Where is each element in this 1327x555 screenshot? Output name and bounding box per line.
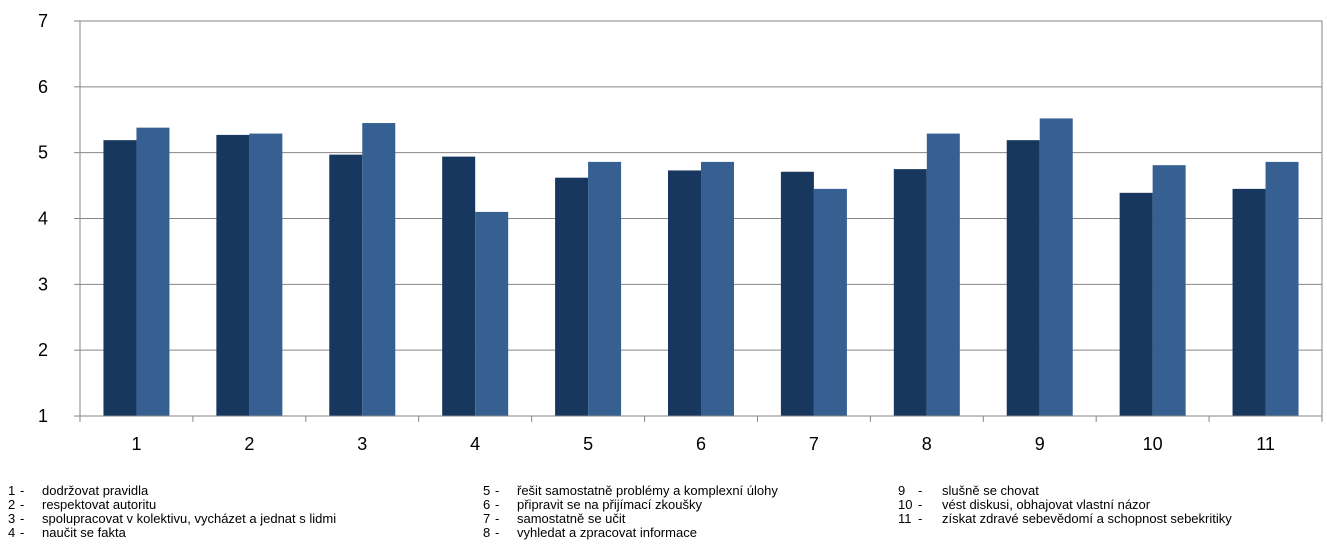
legend-number: 9 bbox=[898, 483, 906, 498]
y-tick-label: 3 bbox=[38, 274, 48, 294]
legend-item: 10- vést diskusi, obhajovat vlastní názor bbox=[898, 498, 1232, 512]
legend-label: vyhledat a zpracovat informace bbox=[517, 525, 697, 540]
bar bbox=[926, 133, 960, 416]
bar bbox=[475, 211, 509, 416]
legend-number: 8 bbox=[483, 525, 491, 540]
bar bbox=[1152, 165, 1186, 416]
legend-item: 3- spolupracovat v kolektivu, vycházet a … bbox=[8, 512, 336, 526]
bar bbox=[362, 123, 396, 417]
legend-label: samostatně se učit bbox=[517, 511, 626, 526]
legend-label: slušně se chovat bbox=[942, 483, 1039, 498]
bar bbox=[1265, 161, 1299, 416]
bar-chart: 1 2 3 4 5 6 7 1 2 3 4 5 6 7 8 9 10 11 bbox=[38, 11, 1323, 454]
legend-label: připravit se na přijímací zkoušky bbox=[517, 497, 702, 512]
y-tick-label: 4 bbox=[38, 209, 48, 229]
x-tick-label: 2 bbox=[244, 434, 254, 454]
x-tick-label: 5 bbox=[583, 434, 593, 454]
legend-label: spolupracovat v kolektivu, vycházet a je… bbox=[42, 511, 337, 526]
legend-column-1: 1- dodržovat pravidla 2- respektovat autori… bbox=[8, 484, 336, 540]
bar bbox=[329, 154, 363, 416]
legend-number: 11 bbox=[898, 511, 912, 526]
bar bbox=[1006, 140, 1040, 417]
y-tick-label: 1 bbox=[38, 406, 48, 426]
x-tick-label: 11 bbox=[1256, 434, 1275, 454]
legend-label: naučit se fakta bbox=[42, 525, 126, 540]
y-tick-label: 6 bbox=[38, 77, 48, 97]
legend-item: 1- dodržovat pravidla bbox=[8, 484, 336, 498]
x-tick-label: 3 bbox=[357, 434, 367, 454]
bar bbox=[1232, 188, 1266, 416]
legend-separator: - bbox=[495, 525, 500, 540]
y-tick-label: 2 bbox=[38, 340, 48, 360]
bar bbox=[813, 188, 847, 416]
bar bbox=[216, 134, 250, 416]
legend-separator: - bbox=[495, 483, 500, 498]
bar bbox=[668, 170, 701, 416]
legend-number: 3 bbox=[8, 511, 16, 526]
legend-number: 10 bbox=[898, 497, 913, 512]
legend-number: 5 bbox=[483, 483, 491, 498]
y-tick-label: 7 bbox=[38, 11, 48, 31]
bar bbox=[555, 177, 589, 416]
legend-number: 7 bbox=[483, 511, 491, 526]
x-tick-label: 4 bbox=[470, 434, 480, 454]
bar bbox=[780, 171, 814, 416]
legend-item: 7- samostatně se učit bbox=[483, 512, 778, 526]
legend-label: dodržovat pravidla bbox=[42, 483, 149, 498]
legend-separator: - bbox=[20, 497, 25, 512]
legend-label: řešit samostatně problémy a komplexní úl… bbox=[517, 483, 778, 498]
legend-item: 5- řešit samostatně problémy a komplexní … bbox=[483, 484, 778, 498]
legend-label: získat zdravé sebevědomí a schopnost seb… bbox=[942, 511, 1232, 526]
legend-number: 1 bbox=[8, 483, 16, 498]
legend-item: 11- získat zdravé sebevědomí a schopnost … bbox=[898, 512, 1232, 526]
legend-separator: - bbox=[495, 497, 500, 512]
bar bbox=[893, 169, 927, 416]
legend-separator: - bbox=[495, 511, 500, 526]
legend-separator: - bbox=[20, 511, 25, 526]
x-tick-labels: 1 2 3 4 5 6 7 8 9 10 11 bbox=[131, 434, 1274, 454]
bars bbox=[103, 118, 1299, 417]
bar bbox=[103, 140, 137, 417]
bar bbox=[249, 133, 283, 416]
x-tick-label: 9 bbox=[1035, 434, 1045, 454]
legend-separator: - bbox=[20, 483, 25, 498]
legend-item: 2- respektovat autoritu bbox=[8, 498, 336, 512]
legend-separator: - bbox=[918, 511, 923, 526]
x-tick-label: 10 bbox=[1143, 434, 1163, 454]
legend-separator: - bbox=[20, 525, 25, 540]
legend-column-2: 5- řešit samostatně problémy a komplexní … bbox=[483, 484, 778, 540]
bar bbox=[701, 161, 734, 416]
legend-column-3: 9- slušně se chovat 10- vést diskusi, obhaj… bbox=[898, 484, 1232, 526]
legend-label: vést diskusi, obhajovat vlastní názor bbox=[942, 497, 1151, 512]
legend-item: 6- připravit se na přijímací zkoušky bbox=[483, 498, 778, 512]
x-tick-label: 1 bbox=[131, 434, 141, 454]
x-tick-label: 7 bbox=[809, 434, 819, 454]
axes bbox=[74, 20, 1323, 422]
legend-item: 9- slušně se chovat bbox=[898, 484, 1232, 498]
plot-border bbox=[79, 20, 1323, 417]
bar bbox=[1119, 192, 1153, 416]
bar bbox=[442, 156, 476, 416]
legend-number: 6 bbox=[483, 497, 491, 512]
y-tick-label: 5 bbox=[38, 143, 48, 163]
bar bbox=[1039, 118, 1073, 416]
bar bbox=[136, 127, 170, 417]
bar bbox=[588, 161, 622, 416]
legend-item: 4- naučit se fakta bbox=[8, 526, 336, 540]
x-tick-label: 8 bbox=[922, 434, 932, 454]
legend-label: respektovat autoritu bbox=[42, 497, 157, 512]
legend-number: 4 bbox=[8, 525, 16, 540]
legend-separator: - bbox=[918, 483, 923, 498]
legend-item: 8- vyhledat a zpracovat informace bbox=[483, 526, 778, 540]
legend-separator: - bbox=[918, 497, 923, 512]
legend-number: 2 bbox=[8, 497, 16, 512]
y-tick-labels: 1 2 3 4 5 6 7 bbox=[38, 11, 48, 426]
x-tick-label: 6 bbox=[696, 434, 706, 454]
